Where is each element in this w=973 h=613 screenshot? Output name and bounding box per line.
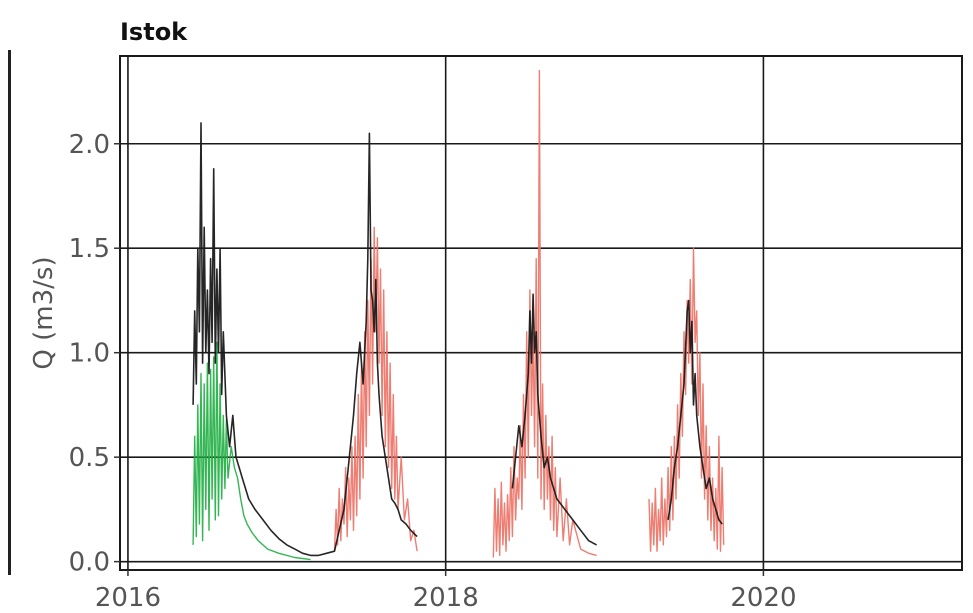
y-tick-label: 2.0 <box>69 130 110 160</box>
series-line-observed-6 <box>667 299 723 525</box>
series-line-red-1 <box>333 226 418 552</box>
y-axis-label: Q (m3/s) <box>29 256 59 369</box>
x-tick-label: 2016 <box>95 583 161 613</box>
y-tick-label: 1.5 <box>69 234 110 264</box>
adjacent-panel-edge <box>8 50 11 575</box>
x-tick-label: 2018 <box>413 583 479 613</box>
y-tick-label: 1.0 <box>69 339 110 369</box>
plot-frame <box>119 55 963 571</box>
chart-title: Istok <box>120 18 188 46</box>
series-line-red-2 <box>492 69 597 558</box>
series-line-green-0 <box>192 341 311 561</box>
x-tick-label: 2020 <box>730 583 796 613</box>
series-line-observed-4 <box>192 122 418 557</box>
y-tick-label: 0.5 <box>69 443 110 473</box>
y-tick-label: 0.0 <box>69 548 110 578</box>
series-line-observed-5 <box>511 293 597 546</box>
series-line-red-3 <box>648 247 725 552</box>
